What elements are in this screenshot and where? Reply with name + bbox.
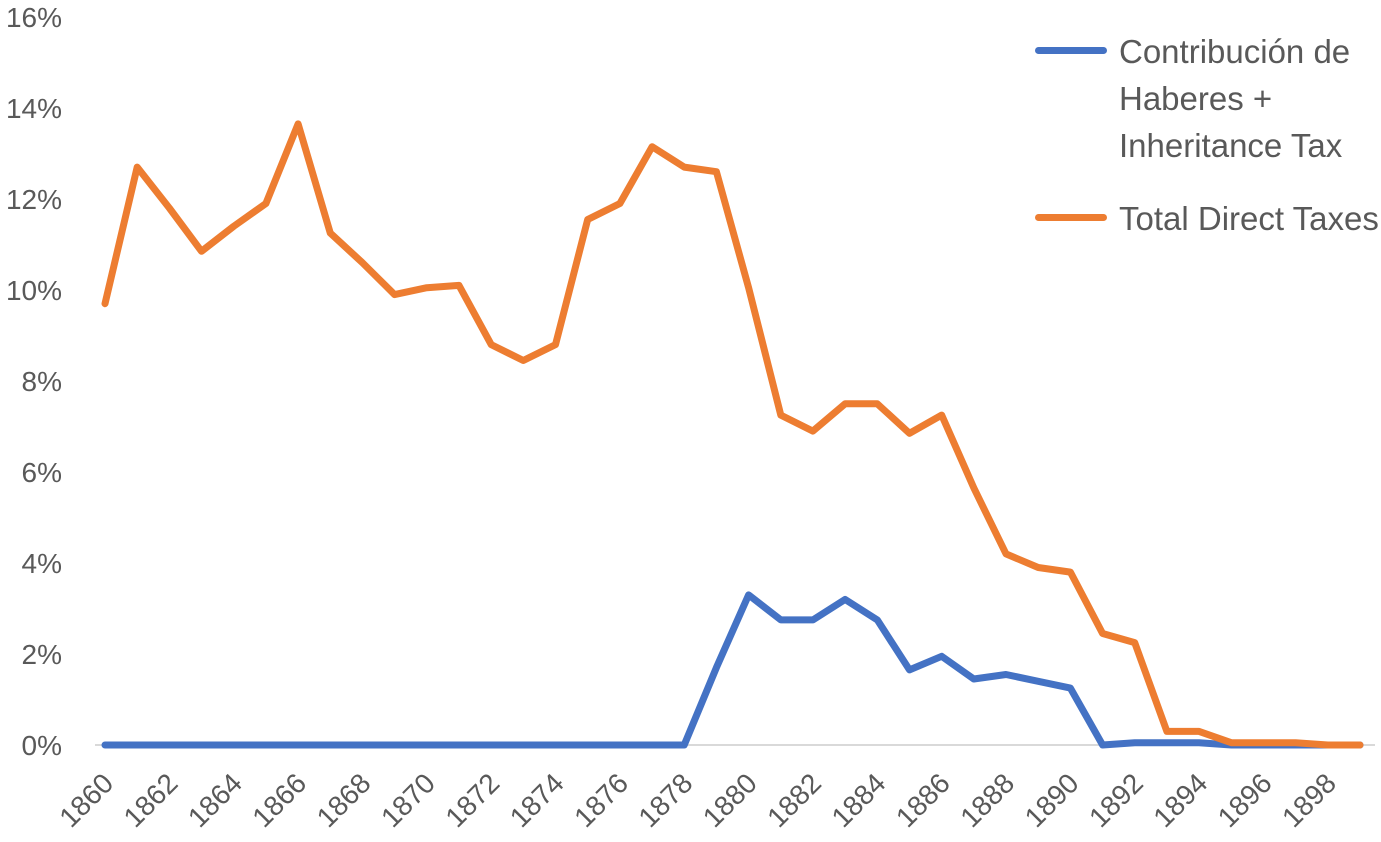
y-tick-label: 4% bbox=[22, 548, 62, 579]
x-tick-label: 1896 bbox=[1212, 767, 1278, 833]
x-tick-label: 1888 bbox=[954, 767, 1020, 833]
x-tick-label: 1864 bbox=[182, 767, 248, 833]
x-tick-label: 1860 bbox=[53, 767, 119, 833]
x-tick-label: 1874 bbox=[504, 767, 570, 833]
y-axis-tick-labels: 0% 2% 4% 6% 8% 10% 12% 14% 16% bbox=[6, 2, 62, 761]
x-tick-label: 1876 bbox=[568, 767, 634, 833]
series-line-contribucion bbox=[101, 591, 1364, 749]
x-tick-label: 1882 bbox=[761, 767, 827, 833]
x-tick-label: 1886 bbox=[890, 767, 956, 833]
x-tick-label: 1892 bbox=[1083, 767, 1149, 833]
legend-label-total-direct-taxes: Total Direct Taxes bbox=[1119, 200, 1379, 237]
x-tick-label: 1880 bbox=[697, 767, 763, 833]
legend: Contribución de Haberes + Inheritance Ta… bbox=[1035, 28, 1380, 268]
legend-swatch-contribucion bbox=[1035, 47, 1107, 54]
x-tick-label: 1894 bbox=[1147, 767, 1213, 833]
x-tick-label: 1878 bbox=[633, 767, 699, 833]
x-tick-label: 1862 bbox=[118, 767, 184, 833]
x-axis-tick-labels: 1860186218641866186818701872187418761878… bbox=[53, 767, 1342, 833]
legend-item-contribucion: Contribución de Haberes + Inheritance Ta… bbox=[1035, 28, 1380, 169]
x-tick-label: 1872 bbox=[439, 767, 505, 833]
y-tick-label: 0% bbox=[22, 730, 62, 761]
y-tick-label: 2% bbox=[22, 639, 62, 670]
x-tick-label: 1898 bbox=[1276, 767, 1342, 833]
x-tick-label: 1870 bbox=[375, 767, 441, 833]
y-tick-label: 6% bbox=[22, 457, 62, 488]
x-tick-label: 1868 bbox=[311, 767, 377, 833]
legend-swatch-total-direct-taxes bbox=[1035, 214, 1107, 221]
x-tick-label: 1890 bbox=[1019, 767, 1085, 833]
legend-label-contribucion: Contribución de Haberes + Inheritance Ta… bbox=[1119, 33, 1351, 164]
y-tick-label: 10% bbox=[6, 275, 62, 306]
y-tick-label: 14% bbox=[6, 93, 62, 124]
y-tick-label: 16% bbox=[6, 2, 62, 33]
y-tick-label: 8% bbox=[22, 366, 62, 397]
legend-item-total-direct-taxes: Total Direct Taxes bbox=[1035, 195, 1380, 242]
x-tick-label: 1884 bbox=[826, 767, 892, 833]
series-lines bbox=[101, 120, 1364, 749]
series-line-total-direct-taxes bbox=[101, 120, 1364, 749]
y-tick-label: 12% bbox=[6, 184, 62, 215]
x-tick-label: 1866 bbox=[246, 767, 312, 833]
